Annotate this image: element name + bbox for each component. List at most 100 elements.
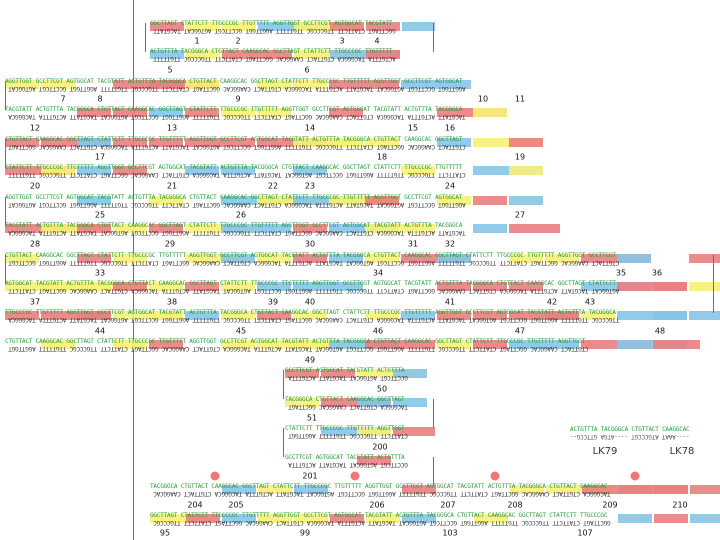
staple-segment <box>473 138 543 147</box>
scaffold-sequence-bottom: GGCTTAGT CTATTCTT TTGCCCGC TTGTTTTT AGGT… <box>150 27 396 34</box>
staple-segment <box>581 340 651 349</box>
staple-label: 3 <box>339 36 345 46</box>
scaffold-sequence-top: GGCTTAGT CTATTCTT TTGCCCGC TTGTTTTT AGGT… <box>150 20 396 27</box>
legend-label-lk78: LK78 <box>669 446 695 457</box>
staple-segment <box>5 254 39 263</box>
staple-label: 38 <box>166 297 178 306</box>
staple-segment <box>329 80 399 89</box>
staple-segment <box>357 398 391 407</box>
staple-segment <box>257 108 291 117</box>
staple-segment <box>77 138 111 147</box>
staple-segment <box>690 485 720 494</box>
staple-segment <box>5 282 75 291</box>
staple-segment <box>113 138 147 147</box>
staple-segment <box>653 340 700 349</box>
staple-segment <box>654 514 688 523</box>
staple-segment <box>77 108 111 117</box>
staple-segment <box>221 340 255 349</box>
staple-label: 34 <box>372 268 384 278</box>
staple-segment <box>221 108 255 117</box>
staple-segment <box>258 485 292 494</box>
staple-segment <box>293 138 363 147</box>
staple-segment <box>221 254 255 263</box>
staple-segment <box>321 369 355 378</box>
staple-segment <box>221 311 255 320</box>
staple-segment <box>509 196 543 205</box>
staple-label: 37 <box>29 297 41 306</box>
staple-segment <box>113 340 147 349</box>
staple-segment <box>401 80 471 89</box>
staple-segment <box>509 138 543 147</box>
staple-label: 17 <box>94 152 106 162</box>
scaffold-sequence-bottom: TACGGGCA CTGTTACT CAAGGCAC GGCTTAGT CTAT… <box>150 490 611 497</box>
staple-segment <box>581 254 651 263</box>
staple-segment <box>293 196 363 205</box>
scaffold-sequence-bottom: GGCTTAGT CTATTCTT TTGCCCGC TTGTTTTT AGGT… <box>150 519 611 526</box>
staple-segment <box>357 456 391 465</box>
staple-segment <box>329 138 363 147</box>
marker-dot <box>630 471 640 481</box>
staple-segment <box>329 196 399 205</box>
staple-segment <box>473 224 507 233</box>
staple-segment <box>185 254 255 263</box>
staple-segment <box>185 311 219 320</box>
staple-segment <box>617 254 651 263</box>
crossover-line <box>5 139 6 168</box>
staple-label: 14 <box>304 123 316 133</box>
staple-segment <box>257 340 327 349</box>
staple-segment <box>330 22 364 31</box>
staple-label: 32 <box>444 239 456 249</box>
staple-label: 24 <box>444 181 456 191</box>
staple-label: 25 <box>94 210 106 220</box>
scaffold-sequence-bottom: GCCTTCGT AGTGGCAT TACGTATT ACTGTTTA <box>285 461 408 468</box>
staple-segment <box>401 254 471 263</box>
staple-segment <box>689 311 720 320</box>
staple-label: 6 <box>304 65 310 75</box>
staple-segment <box>365 196 399 205</box>
staple-segment <box>437 282 471 291</box>
staple-segment <box>545 311 579 320</box>
staple-label: 208 <box>507 500 523 509</box>
staple-segment <box>510 485 544 494</box>
staple-segment <box>185 166 219 175</box>
scaffold-sequence-top: TACGTATT ACTGTTTA TACGGGCA CTGTTACT CAAG… <box>5 106 466 113</box>
staple-segment <box>437 311 471 320</box>
staple-segment <box>77 311 111 320</box>
staple-segment <box>653 311 687 320</box>
staple-segment <box>689 282 720 291</box>
staple-segment <box>77 282 147 291</box>
staple-segment <box>5 80 39 89</box>
staple-segment <box>185 80 219 89</box>
staple-label: 46 <box>372 326 384 335</box>
scaffold-sequence-top: AGGTTGGT GCCTTCGT AGTGGCAT TACGTATT ACTG… <box>5 78 466 85</box>
staple-segment <box>689 254 720 263</box>
staple-segment <box>5 166 75 175</box>
marker-dot <box>210 471 220 481</box>
staple-segment <box>41 340 75 349</box>
scaffold-sequence-bottom: TTGCCCGC TTGTTTTT AGGTTGGT GCCTTCGT AGTG… <box>5 316 620 323</box>
staple-segment <box>149 282 183 291</box>
staple-segment <box>41 166 75 175</box>
staple-label: 209 <box>602 500 618 509</box>
staple-segment <box>257 311 291 320</box>
staple-segment <box>329 224 399 233</box>
staple-label: 51 <box>306 413 318 422</box>
staple-segment <box>365 254 399 263</box>
scaffold-sequence-bottom: CTGTTACT CAAGGCAC GGCTTAGT CTATTCTT TTGC… <box>5 345 589 352</box>
staple-segment <box>582 485 652 494</box>
staple-segment <box>149 340 183 349</box>
staple-segment <box>509 340 579 349</box>
staple-label: 42 <box>546 297 558 306</box>
staple-label: 22 <box>267 181 279 191</box>
scaffold-sequence-bottom: AGGTTGGT GCCTTCGT AGTGGCAT TACGTATT ACTG… <box>5 201 466 208</box>
staple-label: 49 <box>304 355 316 364</box>
scaffold-sequence-top: TACGTATT ACTGTTTA TACGGGCA CTGTTACT CAAG… <box>5 222 466 229</box>
staple-segment <box>509 166 543 175</box>
scaffold-line <box>133 0 134 540</box>
staple-label: 50 <box>376 384 388 393</box>
staple-segment <box>257 254 291 263</box>
scaffold-sequence-bottom: TACGTATT ACTGTTTA TACGGGCA CTGTTACT CAAG… <box>5 229 466 236</box>
staple-segment <box>393 369 427 378</box>
scaffold-sequence-top: CTGTTACT CAAGGCAC GGCTTAGT CTATTCTT TTGC… <box>5 252 620 259</box>
